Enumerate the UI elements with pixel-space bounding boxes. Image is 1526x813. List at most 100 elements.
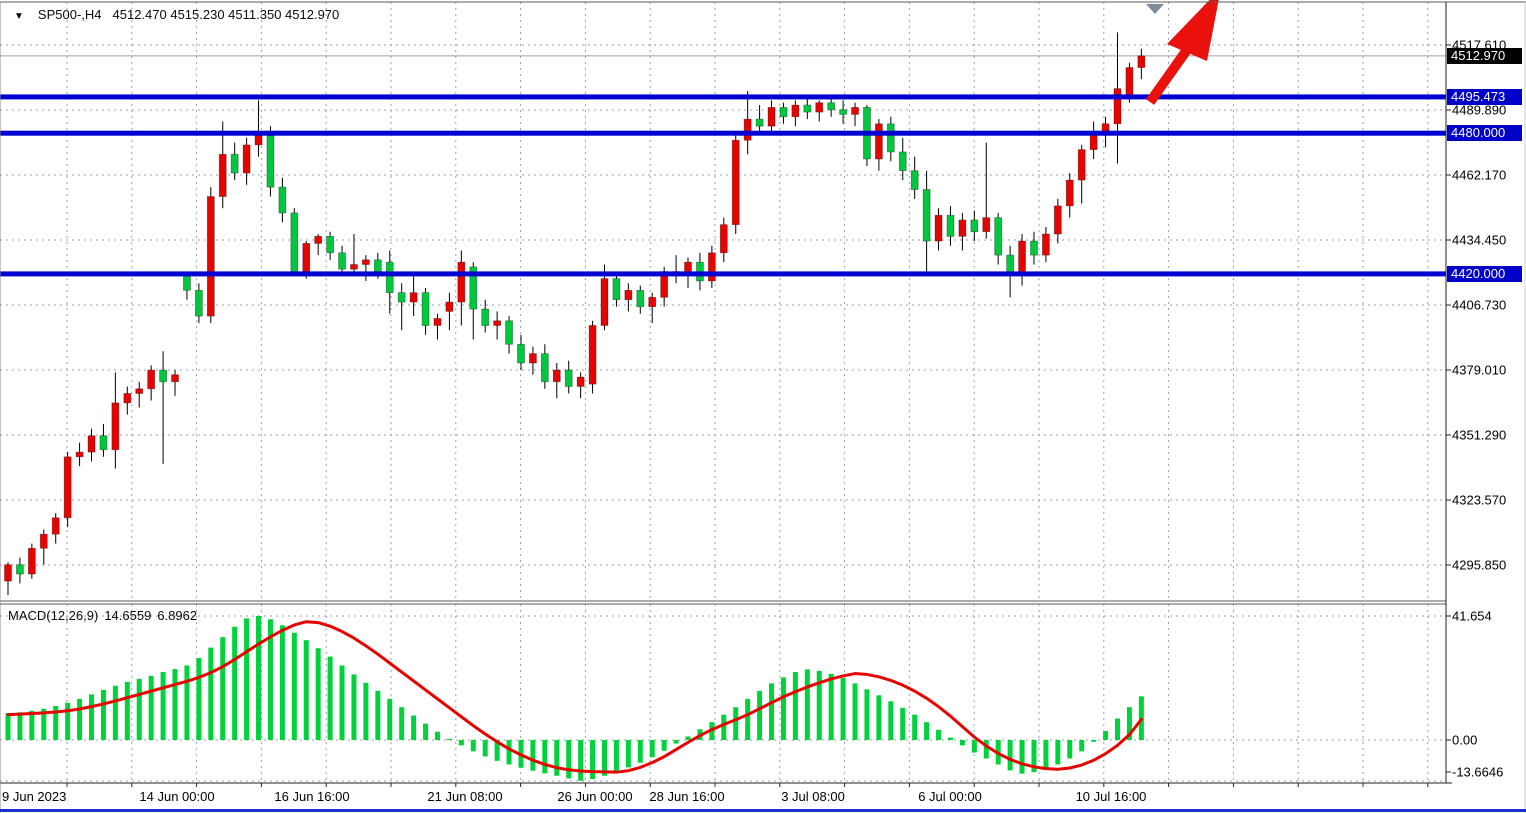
candle-body[interactable] (397, 292, 406, 303)
candle-body[interactable] (1030, 240, 1038, 256)
candle-body[interactable] (254, 135, 263, 146)
candle[interactable] (946, 205, 955, 246)
candle-body[interactable] (994, 217, 1003, 256)
candle-body[interactable] (457, 261, 466, 303)
candle-body[interactable] (445, 301, 454, 312)
candle[interactable] (1053, 198, 1062, 244)
candle-body[interactable] (958, 219, 967, 237)
candle[interactable] (576, 372, 585, 399)
candle[interactable] (851, 102, 859, 127)
candle[interactable] (147, 365, 156, 401)
candle[interactable] (588, 320, 597, 394)
candle-body[interactable] (982, 217, 991, 233)
candle-body[interactable] (147, 369, 156, 390)
candle[interactable] (672, 255, 680, 284)
candle[interactable] (529, 346, 537, 375)
candle-body[interactable] (529, 353, 537, 364)
candle[interactable] (397, 283, 406, 331)
candle-body[interactable] (350, 264, 358, 270)
candle-body[interactable] (87, 435, 96, 453)
candle[interactable] (445, 292, 454, 331)
candle[interactable] (230, 142, 239, 181)
candle[interactable] (457, 250, 466, 326)
candle-body[interactable] (755, 118, 764, 127)
candle-body[interactable] (851, 107, 859, 115)
candle-body[interactable] (731, 139, 740, 226)
candle-body[interactable] (111, 402, 120, 451)
candle[interactable] (934, 208, 943, 251)
candle-body[interactable] (171, 374, 179, 383)
candle[interactable] (242, 137, 251, 185)
candle-body[interactable] (195, 289, 203, 317)
candle-body[interactable] (1018, 240, 1026, 275)
candle-body[interactable] (552, 369, 561, 383)
candle-body[interactable] (564, 369, 573, 387)
candle-body[interactable] (1137, 55, 1146, 68)
candle-body[interactable] (63, 456, 72, 519)
candle-body[interactable] (469, 266, 478, 310)
candle-body[interactable] (1053, 205, 1062, 235)
candle-body[interactable] (600, 278, 609, 326)
candle[interactable] (910, 156, 919, 199)
candle-body[interactable] (135, 388, 144, 394)
candle-body[interactable] (421, 292, 430, 326)
candle-body[interactable] (373, 259, 382, 272)
candle-body[interactable] (266, 135, 275, 188)
candle-body[interactable] (910, 170, 919, 190)
candle-body[interactable] (612, 278, 621, 301)
candle[interactable] (803, 98, 812, 120)
candle[interactable] (1089, 121, 1098, 159)
candle[interactable] (135, 381, 144, 408)
candle[interactable] (517, 334, 525, 371)
candle-body[interactable] (636, 289, 645, 308)
candle-body[interactable] (743, 118, 752, 141)
candle-body[interactable] (839, 109, 847, 115)
candle-body[interactable] (51, 517, 60, 535)
candle[interactable] (1042, 226, 1050, 263)
candle[interactable] (875, 119, 883, 171)
trend-arrow-head[interactable] (1167, 0, 1221, 61)
candle-body[interactable] (576, 376, 585, 387)
candle[interactable] (624, 283, 633, 312)
candle[interactable] (898, 137, 907, 181)
candle-body[interactable] (803, 104, 812, 113)
candle-body[interactable] (588, 325, 597, 385)
candle[interactable] (290, 208, 299, 277)
candle[interactable] (970, 210, 979, 242)
candle[interactable] (51, 513, 60, 544)
candle-body[interactable] (16, 564, 24, 575)
candle[interactable] (362, 255, 370, 281)
candle-body[interactable] (409, 292, 418, 303)
candle[interactable] (4, 562, 12, 596)
candle[interactable] (171, 370, 179, 396)
candle[interactable] (326, 231, 334, 260)
candle[interactable] (648, 292, 657, 324)
candle[interactable] (922, 170, 931, 272)
candle[interactable] (350, 234, 358, 274)
candle-body[interactable] (183, 275, 191, 291)
candle-body[interactable] (1077, 149, 1086, 181)
candle-body[interactable] (27, 547, 36, 575)
candle-body[interactable] (242, 144, 251, 174)
candle[interactable] (791, 100, 800, 127)
candle[interactable] (564, 360, 573, 394)
candle[interactable] (159, 351, 167, 464)
candle-body[interactable] (791, 104, 800, 118)
horizontal-level-line[interactable] (0, 94, 1446, 100)
candle[interactable] (266, 126, 275, 197)
candle[interactable] (39, 529, 48, 565)
candle-body[interactable] (218, 153, 227, 197)
candle[interactable] (505, 316, 513, 354)
candle-body[interactable] (230, 153, 239, 174)
candle-body[interactable] (922, 189, 931, 242)
candle[interactable] (958, 212, 967, 251)
candle[interactable] (99, 423, 108, 457)
candle-body[interactable] (338, 252, 346, 270)
candle-body[interactable] (1113, 88, 1122, 125)
candle-body[interactable] (278, 186, 287, 214)
candle-body[interactable] (99, 435, 108, 451)
candle[interactable] (755, 105, 764, 134)
candle-body[interactable] (970, 219, 979, 233)
candle[interactable] (493, 311, 502, 340)
